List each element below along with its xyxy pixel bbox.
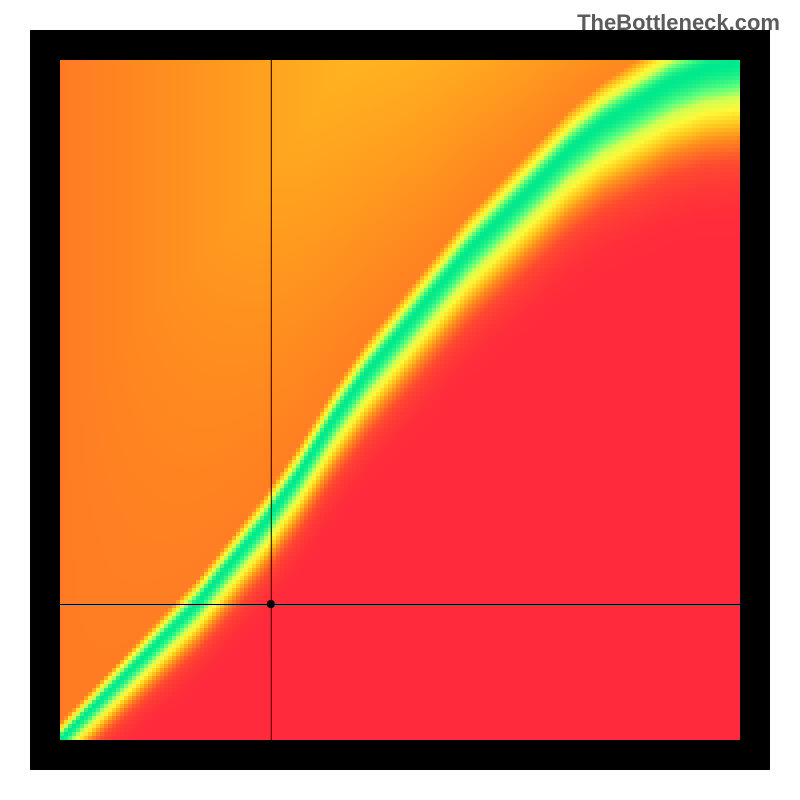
watermark-label: TheBottleneck.com bbox=[577, 10, 780, 36]
marker-overlay bbox=[60, 60, 740, 740]
heatmap-area bbox=[60, 60, 740, 740]
chart-frame bbox=[30, 30, 770, 770]
chart-container: TheBottleneck.com bbox=[0, 0, 800, 800]
